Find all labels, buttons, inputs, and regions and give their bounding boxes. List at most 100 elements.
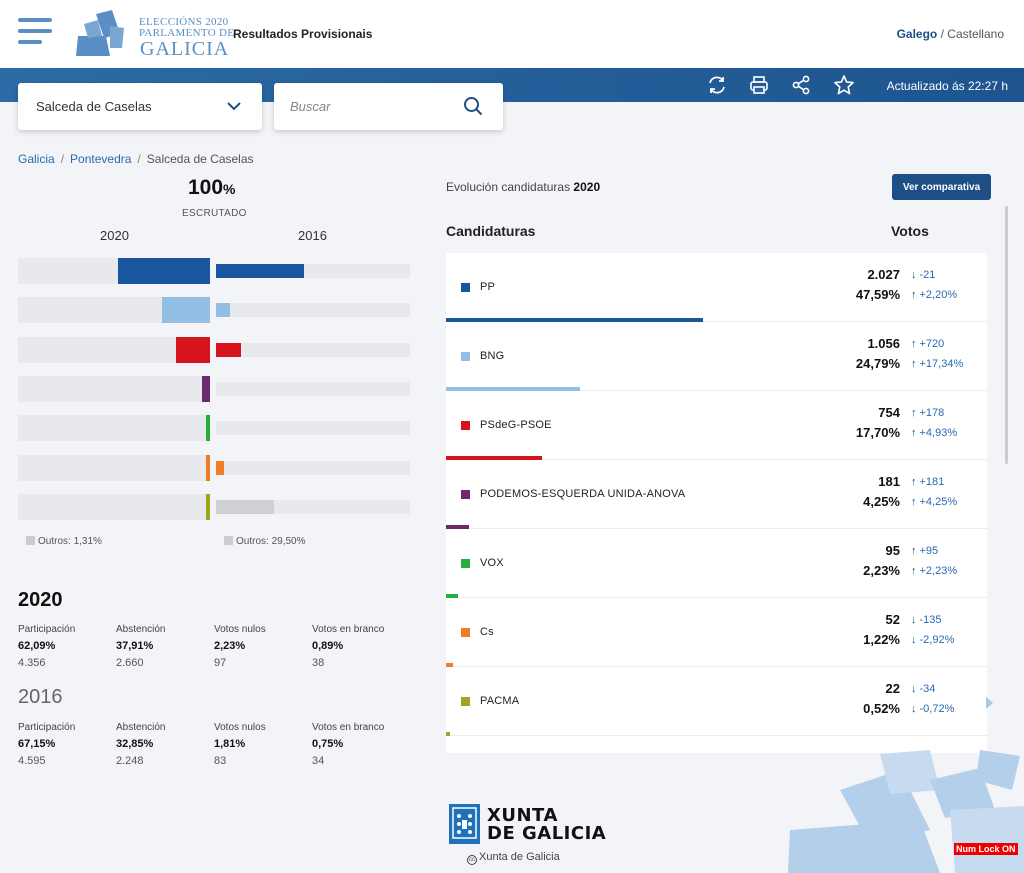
- stats-year-current: 2020: [18, 589, 63, 611]
- arrow-up-icon: ↑: [911, 476, 917, 488]
- percentage-change: ↑ +4,93%: [911, 427, 957, 439]
- party-votes: 754: [878, 405, 900, 420]
- stat-participación: Participación 67,15% 4.595: [18, 719, 75, 770]
- stat-label: Abstención: [116, 722, 166, 733]
- track-2020: [18, 494, 210, 520]
- bar-2016-cs: [216, 461, 225, 475]
- footer-credit-text[interactable]: Xunta de Galicia: [479, 851, 560, 863]
- evolution-year: 2020: [573, 180, 601, 194]
- lang-separator: /: [940, 27, 944, 41]
- party-percentage: 0,52%: [863, 701, 900, 716]
- stat-count: 97: [214, 657, 227, 669]
- stat-count: 4.595: [18, 755, 46, 767]
- menu-icon[interactable]: [18, 18, 52, 46]
- votes-change-value: +181: [919, 476, 945, 488]
- votes-change-value: -135: [919, 614, 942, 626]
- next-arrow-icon[interactable]: [986, 697, 993, 709]
- stat-label: Abstención: [116, 624, 166, 635]
- ballot-box-icon: [76, 10, 124, 56]
- track-2020: [18, 376, 210, 402]
- candidate-row-bng[interactable]: BNG 1.056 24,79% ↑ +720 ↑ +17,34%: [446, 322, 987, 391]
- party-share-bar: [446, 663, 453, 667]
- votes-change: ↓ -21: [911, 269, 935, 281]
- stat-participación: Participación 62,09% 4.356: [18, 621, 75, 672]
- track-2020: [18, 455, 210, 481]
- outros-2020: Outros: 1,31%: [26, 536, 102, 547]
- party-share-bar: [446, 318, 703, 322]
- stats-year-previous: 2016: [18, 686, 63, 708]
- party-color-swatch: [461, 628, 470, 637]
- track-2016: [216, 343, 410, 357]
- stat-votos-en-branco: Votos en branco 0,89% 38: [312, 621, 384, 672]
- stat-votos-nulos: Votos nulos 2,23% 97: [214, 621, 266, 672]
- votes-change: ↓ -34: [911, 683, 935, 695]
- party-votes: 52: [885, 612, 900, 627]
- bar-2020-pacma: [206, 494, 210, 520]
- breadcrumb-separator: /: [60, 152, 65, 166]
- party-name: PSdeG-PSOE: [480, 419, 552, 431]
- compare-button[interactable]: Ver comparativa: [892, 174, 991, 200]
- search-icon[interactable]: [463, 96, 483, 116]
- stat-percentage: 67,15%: [18, 738, 56, 750]
- candidate-row-podemos-esquerda unida-anova[interactable]: PODEMOS-ESQUERDA UNIDA-ANOVA 181 4,25% ↑ +18…: [446, 460, 987, 529]
- star-icon[interactable]: [833, 74, 855, 96]
- candidate-row-pp[interactable]: PP 2.027 47,59% ↓ -21 ↑ +2,20%: [446, 253, 987, 322]
- party-name: BNG: [480, 350, 505, 362]
- percentage-change: ↓ -2,92%: [911, 634, 954, 646]
- list-scrollbar[interactable]: [1005, 206, 1008, 464]
- bar-2020-cs: [206, 455, 210, 481]
- scrutiny-value: 100: [188, 176, 224, 199]
- outros-2016: Outros: 29,50%: [224, 536, 305, 547]
- votes-change-value: +95: [919, 545, 939, 557]
- stat-label: Votos nulos: [214, 722, 266, 733]
- elections-logo[interactable]: [76, 8, 218, 58]
- party-name: VOX: [480, 557, 504, 569]
- lang-castellano[interactable]: Castellano: [947, 27, 1004, 41]
- party-share-bar: [446, 732, 450, 736]
- scrutiny-percentage: 100%: [188, 176, 236, 200]
- track-2016: [216, 382, 410, 396]
- candidate-row-pacma[interactable]: PACMA 22 0,52% ↓ -34 ↓ -0,72%: [446, 667, 987, 736]
- arrow-up-icon: ↑: [911, 358, 917, 370]
- outros-2016-label: Outros: 29,50%: [236, 536, 306, 547]
- track-2016: [216, 303, 410, 317]
- search-box: [274, 83, 503, 130]
- breadcrumb-galicia[interactable]: Galicia: [18, 152, 55, 166]
- share-icon[interactable]: [790, 74, 812, 96]
- party-color-swatch: [461, 490, 470, 499]
- creative-commons-icon: cc: [467, 855, 477, 865]
- evolution-label: Evolución candidaturas: [446, 180, 571, 194]
- breadcrumb-pontevedra[interactable]: Pontevedra: [70, 152, 132, 166]
- search-input[interactable]: [290, 95, 440, 117]
- candidate-row-vox[interactable]: VOX 95 2,23% ↑ +95 ↑ +2,23%: [446, 529, 987, 598]
- print-icon[interactable]: [748, 74, 770, 96]
- chevron-down-icon: [227, 102, 241, 111]
- bar-2020-podemos-esquerda unida-anova: [201, 376, 210, 402]
- track-2020: [18, 415, 210, 441]
- votes-change: ↑ +720: [911, 338, 944, 350]
- ballot-decoration: [788, 750, 1024, 873]
- candidate-row-cs[interactable]: Cs 52 1,22% ↓ -135 ↓ -2,92%: [446, 598, 987, 667]
- lang-galego[interactable]: Galego: [896, 27, 938, 41]
- logo-line-1: ELECCIÓNS 2020: [139, 16, 229, 28]
- stat-label: Votos nulos: [214, 624, 266, 635]
- candidate-row-psdeg-psoe[interactable]: PSdeG-PSOE 754 17,70% ↑ +178 ↑ +4,93%: [446, 391, 987, 460]
- track-2016: [216, 461, 410, 475]
- footer-credit: cc Xunta de Galicia: [467, 851, 560, 865]
- party-color-swatch: [461, 283, 470, 292]
- outros-swatch: [224, 536, 233, 545]
- scrutiny-unit: %: [223, 181, 236, 197]
- municipality-select[interactable]: Salceda de Caselas: [18, 83, 262, 130]
- arrow-down-icon: ↓: [911, 634, 917, 646]
- party-percentage: 4,25%: [863, 494, 900, 509]
- xunta-logo[interactable]: XUNTA DE GALICIA: [449, 804, 606, 844]
- refresh-icon[interactable]: [706, 74, 728, 96]
- last-updated: Actualizado ás 22:27 h: [886, 79, 1008, 93]
- party-name: Cs: [480, 626, 494, 638]
- party-name: PODEMOS-ESQUERDA UNIDA-ANOVA: [480, 488, 686, 500]
- stat-abstención: Abstención 32,85% 2.248: [116, 719, 165, 770]
- votes-change-value: -21: [919, 269, 936, 281]
- party-color-swatch: [461, 352, 470, 361]
- candidates-list[interactable]: PP 2.027 47,59% ↓ -21 ↑ +2,20% BNG 1.056 24,79% ↑ +…: [446, 253, 987, 753]
- outros-swatch: [26, 536, 35, 545]
